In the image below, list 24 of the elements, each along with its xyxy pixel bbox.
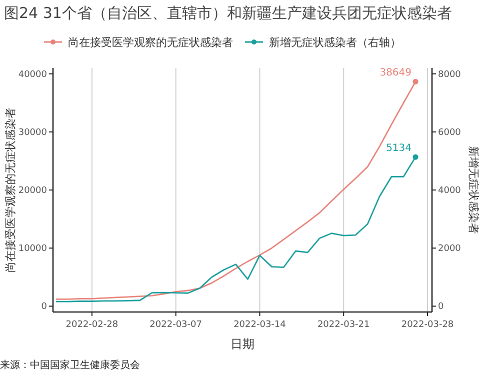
x-tick-label: 2022-02-28 <box>66 320 118 330</box>
x-tick-label: 2022-03-28 <box>401 320 454 330</box>
y2-axis-title: 新增无症状感染者 <box>467 146 480 234</box>
y-axis-title: 尚在接受医学观察的无症状感染者 <box>4 108 17 272</box>
y2-tick-label: 6000 <box>438 128 462 138</box>
y2-tick-label: 8000 <box>438 70 462 80</box>
legend-label: 尚在接受医学观察的无症状感染者 <box>68 36 233 49</box>
y-tick-label: 10000 <box>18 244 48 254</box>
x-axis-title: 日期 <box>230 337 254 351</box>
y2-tick-label: 2000 <box>438 244 462 254</box>
x-tick-label: 2022-03-14 <box>234 320 286 330</box>
y-tick-label: 40000 <box>18 70 48 80</box>
y-tick-label: 0 <box>41 302 48 312</box>
y-tick-label: 30000 <box>18 128 48 138</box>
y-tick-label: 20000 <box>18 186 48 196</box>
legend-label: 新增无症状感染者（右轴） <box>269 36 401 49</box>
data-label: 5134 <box>386 143 412 154</box>
source-note: 来源：中国国家卫生健康委员会 <box>0 359 140 371</box>
x-tick-label: 2022-03-21 <box>317 320 370 330</box>
x-tick-label: 2022-03-07 <box>150 320 202 330</box>
chart-title: 图24 31个省（自治区、直辖市）和新疆生产建设兵团无症状感染者 <box>4 4 452 22</box>
y2-tick-label: 0 <box>438 302 444 312</box>
data-label: 38649 <box>380 68 412 79</box>
y2-tick-label: 4000 <box>438 186 462 196</box>
